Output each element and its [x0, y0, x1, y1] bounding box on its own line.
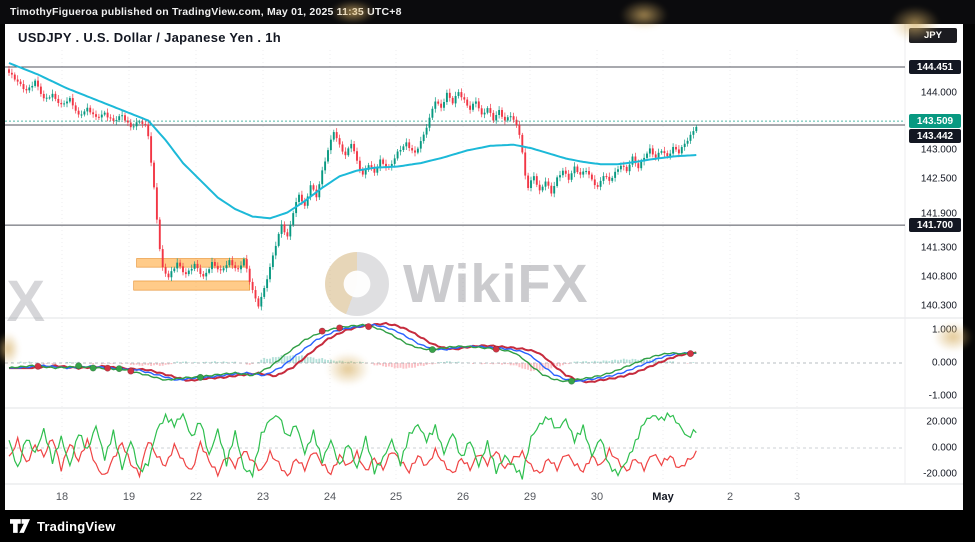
price-axis-tick: -20.000: [923, 468, 957, 480]
symbol-title: USDJPY . U.S. Dollar / Japanese Yen . 1h: [18, 30, 281, 45]
price-axis-tick: 142.500: [920, 173, 957, 185]
time-label: 18: [55, 491, 69, 503]
macd-signal-dots: [34, 323, 694, 385]
time-label: 30: [590, 491, 604, 503]
footer-bar: TradingView: [0, 510, 975, 542]
price-badge: 143.509: [909, 114, 961, 129]
price-axis-tick: 1.000: [931, 324, 957, 336]
candles: [8, 65, 698, 311]
price-axis-tick: 144.000: [920, 87, 957, 99]
time-label: 22: [189, 491, 203, 503]
price-axis-tick: 20.000: [926, 416, 957, 428]
time-axis[interactable]: 18 19 22 23 24 25 26 29 30 May 2 3: [5, 484, 905, 510]
chart-canvas[interactable]: [5, 24, 963, 510]
price-badge: 141.700: [909, 218, 961, 233]
time-label: 24: [323, 491, 337, 503]
price-axis-tick: 141.900: [920, 208, 957, 220]
price-badge: 143.442: [909, 129, 961, 144]
price-badge: 144.451: [909, 60, 961, 74]
time-label: 2: [726, 491, 734, 503]
price-axis-tick: 141.300: [920, 242, 957, 254]
publish-info-text: TimothyFigueroa published on TradingView…: [10, 6, 402, 18]
macd-lines: [8, 321, 697, 384]
tradingview-logo-icon[interactable]: [10, 519, 30, 533]
time-label: 29: [523, 491, 537, 503]
time-label: May: [652, 491, 674, 503]
time-label: 23: [256, 491, 270, 503]
price-axis[interactable]: 144.000 143.000 142.500 141.900 141.300 140.8…: [903, 24, 963, 484]
chart-area[interactable]: USDJPY . U.S. Dollar / Japanese Yen . 1h…: [5, 24, 963, 510]
price-axis-tick: 140.800: [920, 271, 957, 283]
tradingview-brand[interactable]: TradingView: [37, 518, 116, 534]
time-label: 26: [456, 491, 470, 503]
price-axis-tick: 0.000: [931, 442, 957, 454]
publish-info-bar: TimothyFigueroa published on TradingView…: [0, 0, 975, 24]
horizontal-price-lines: [5, 66, 905, 226]
time-label: 25: [389, 491, 403, 503]
oscillator-lines: [8, 411, 697, 480]
price-axis-tick: 140.300: [920, 300, 957, 312]
time-label: 19: [122, 491, 136, 503]
price-axis-tick: -1.000: [928, 390, 957, 402]
ma-line: [8, 62, 697, 220]
gridlines: [5, 24, 963, 485]
time-label: 3: [793, 491, 801, 503]
price-axis-tick: 143.000: [920, 144, 957, 156]
price-axis-tick: 0.000: [931, 357, 957, 369]
